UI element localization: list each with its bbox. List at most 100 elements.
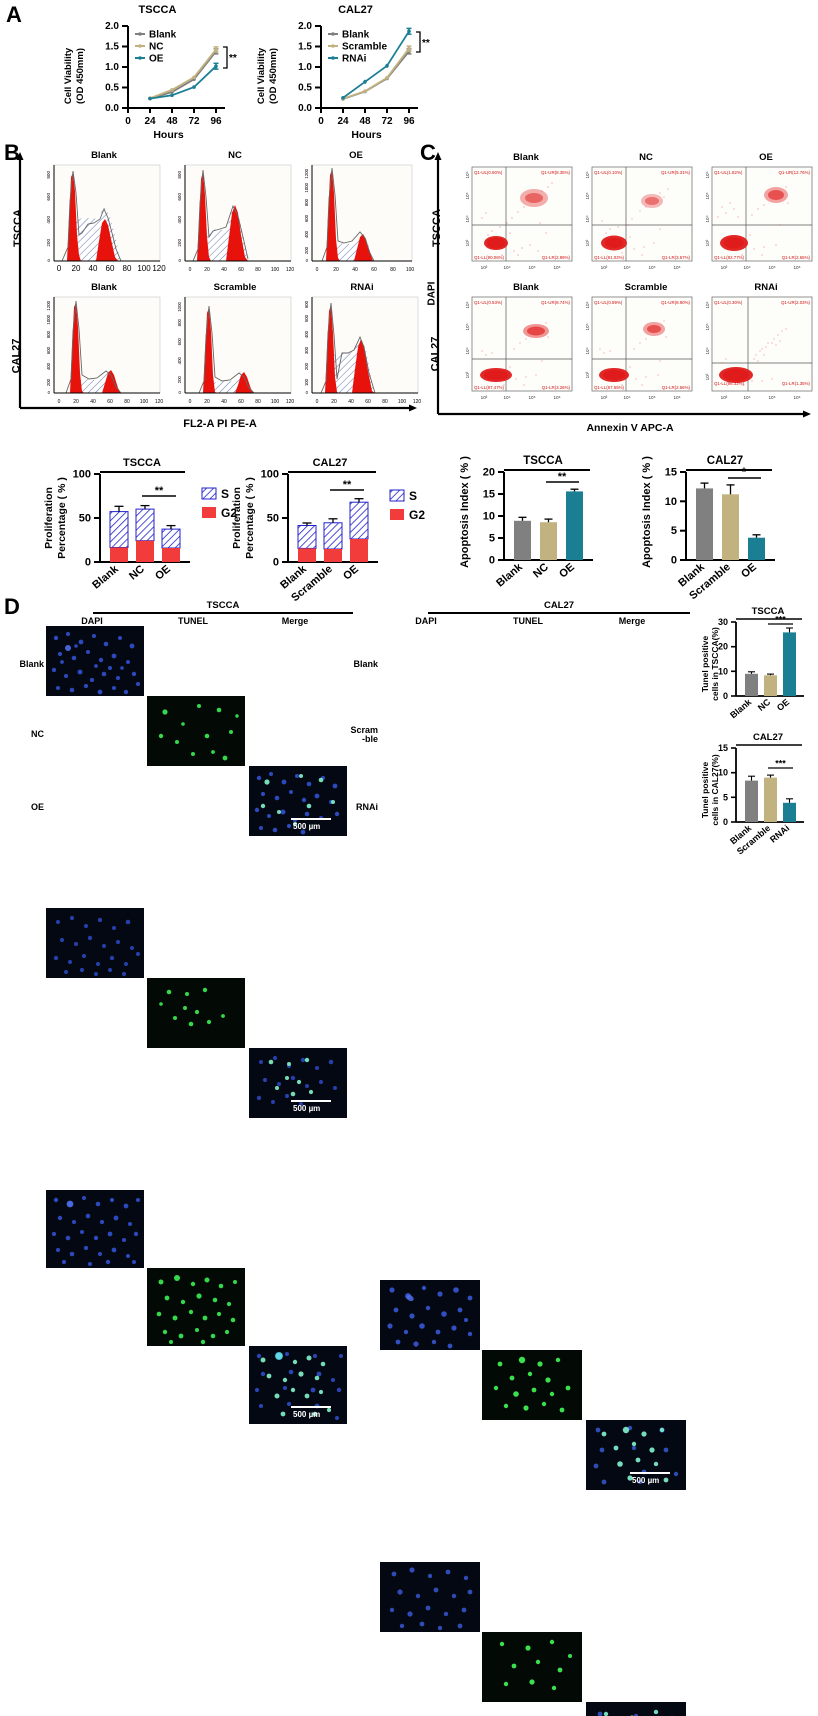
quadrant-ul: Q1-UL(0.89%) [594, 300, 623, 305]
y-tick-0: 0.0 [298, 103, 312, 114]
micrograph-cal27-blank-dapi [380, 1280, 480, 1350]
y-axis-tick-1: 10⁴ [585, 347, 590, 354]
x-axis-tick-3: 10⁶ [553, 265, 560, 270]
micrograph-tscca-nc-dapi [46, 908, 144, 978]
x-tick-3: 60 [107, 399, 113, 405]
x-tick-1: 20 [204, 399, 210, 405]
significance-label: ** [558, 471, 567, 483]
x-tick-1: 20 [72, 264, 81, 273]
y-axis-tick-1: 10⁴ [705, 215, 710, 222]
y-tick-2: 1.0 [105, 62, 119, 73]
scale-bar-label: 500 µm [632, 1476, 659, 1485]
y-tick-0: 0 [306, 390, 309, 395]
x-axis-tick-3: 10⁶ [793, 395, 800, 400]
x-tick-1: 24 [144, 116, 156, 127]
y-tick-2: 10 [483, 511, 495, 523]
y-axis-tick-0: 10³ [705, 373, 710, 380]
y-tick-3: 1.5 [105, 42, 119, 53]
y-tick-0: 0 [178, 258, 181, 263]
bar-nc [540, 519, 557, 560]
x-tick-3: 60 [238, 267, 244, 273]
significance-label: *** [775, 615, 786, 625]
significance-bracket: ** [546, 471, 579, 483]
panel-d-col-label-merge-cal27: Merge [586, 616, 678, 626]
x-tick-4: 80 [382, 399, 388, 405]
panel-b-row-label-cal27: CAL27 [10, 339, 22, 374]
histogram-title: Blank [40, 150, 168, 161]
y-axis-tick-0: 10³ [705, 239, 710, 246]
quadrant-ur: Q1-UR(8.90%) [661, 300, 691, 305]
quadrant-ur: Q1-UR(5.31%) [661, 170, 691, 175]
y-tick-0: 0 [47, 258, 50, 263]
x-tick-0: 0 [316, 399, 319, 405]
flow-plot-title: OE [706, 152, 818, 163]
x-tick-0: 0 [316, 267, 319, 273]
x-tick-5: 100 [137, 264, 151, 273]
y-axis-tick-3: 10⁶ [585, 171, 590, 178]
x-tick-4: 80 [124, 399, 130, 405]
y-tick-2: 1.0 [298, 62, 312, 73]
panel-b-x-axis-label: FL2-A PI PE-A [120, 418, 320, 430]
quadrant-ur: Q1-UR(8.35%) [541, 170, 571, 175]
y-axis-tick-1: 10⁴ [465, 347, 470, 354]
x-tick-2: 48 [359, 116, 371, 127]
x-tick-0: 0 [57, 264, 62, 273]
panel-d-row-label-blank-cal27: Blank [340, 660, 378, 669]
panel-c-row-label-tscca: TSCCA [431, 209, 443, 247]
flow-plot-cal27-rnai: RNAi Q1-UL(0.30%) Q1-UR(2.03%) Q1-LL(96.… [692, 282, 818, 413]
y-tick-3: 600 [177, 193, 182, 201]
panel-c-x-axis-label: Annexin V APC-A [530, 422, 730, 434]
flow-plot-tscca-oe: OE Q1-UL(1.82%) Q1-UR(12.76%) Q1-LL(82.7… [692, 152, 818, 283]
y-axis-tick-2: 10⁵ [465, 192, 470, 199]
y-tick-2: 100 [261, 469, 279, 481]
y-tick-4: 800 [304, 198, 309, 206]
proliferation-chart-tscca: Proliferation Percentage ( % ) TSCCA 0 5… [30, 452, 250, 592]
x-tick-4: 96 [210, 116, 222, 127]
y-axis-label-line2: (OD 450mm) [75, 48, 86, 104]
quadrant-ul: Q1-UL(1.82%) [714, 170, 743, 175]
y-axis-tick-3: 10⁶ [585, 301, 590, 308]
y-axis-label-line2: cells in CAL27(%) [710, 754, 720, 825]
x-tick-1: 20 [204, 267, 210, 273]
y-tick-1: 100 [304, 378, 309, 386]
panel-a-letter: A [6, 4, 22, 26]
y-tick-1: 0.5 [298, 83, 312, 94]
scale-bar-label: 500 µm [293, 822, 320, 831]
y-axis-tick-0: 10³ [465, 371, 470, 378]
x-tick-4: 80 [255, 399, 261, 405]
y-tick-6: 1200 [304, 168, 309, 178]
bar-blank [514, 517, 531, 560]
chart-title: CAL27 [313, 457, 348, 469]
y-tick-1: 5 [723, 792, 728, 802]
y-tick-3: 15 [718, 743, 728, 753]
x-axis-tick-1: 10⁴ [503, 395, 510, 400]
x-axis-tick-0: 10² [481, 265, 488, 270]
y-tick-6: 1200 [46, 300, 51, 310]
bar-blank [696, 483, 713, 560]
y-tick-3: 600 [46, 346, 51, 354]
panel-d-col-label-dapi-tscca: DAPI [46, 616, 138, 626]
tunel-chart-tscca: Tunel positive cells in TSCCA(%) TSCCA 0… [692, 602, 818, 730]
x-axis-tick-1: 10⁴ [743, 395, 750, 400]
significance-bracket: * [728, 465, 761, 479]
x-axis-tick-1: 10⁴ [623, 265, 630, 270]
y-axis-tick-2: 10⁵ [585, 192, 590, 199]
bar-blank [298, 523, 316, 562]
x-axis-tick-0: 10² [601, 265, 608, 270]
y-tick-1: 5 [489, 533, 495, 545]
y-tick-1: 200 [177, 239, 182, 247]
chart-title: CAL27 [707, 455, 743, 467]
legend-item-2: OE [149, 54, 164, 65]
bar-nc [764, 674, 777, 696]
x-tick-5: 100 [406, 267, 415, 273]
y-tick-3: 600 [46, 193, 51, 201]
panel-c-y-axis-label: DAPI [426, 282, 437, 306]
x-category-0: Blank [494, 561, 525, 590]
y-axis-label-line1: Cell Viability [63, 47, 74, 104]
micrograph-cal27-blank-merge: 500 µm [586, 1420, 686, 1490]
chart-title: TSCCA [80, 4, 235, 16]
quadrant-ur: Q1-UR(2.03%) [781, 300, 811, 305]
quadrant-ul: Q1-UL(0.30%) [714, 300, 743, 305]
legend-item-s: S [409, 489, 417, 503]
x-axis-tick-1: 10⁴ [503, 265, 510, 270]
